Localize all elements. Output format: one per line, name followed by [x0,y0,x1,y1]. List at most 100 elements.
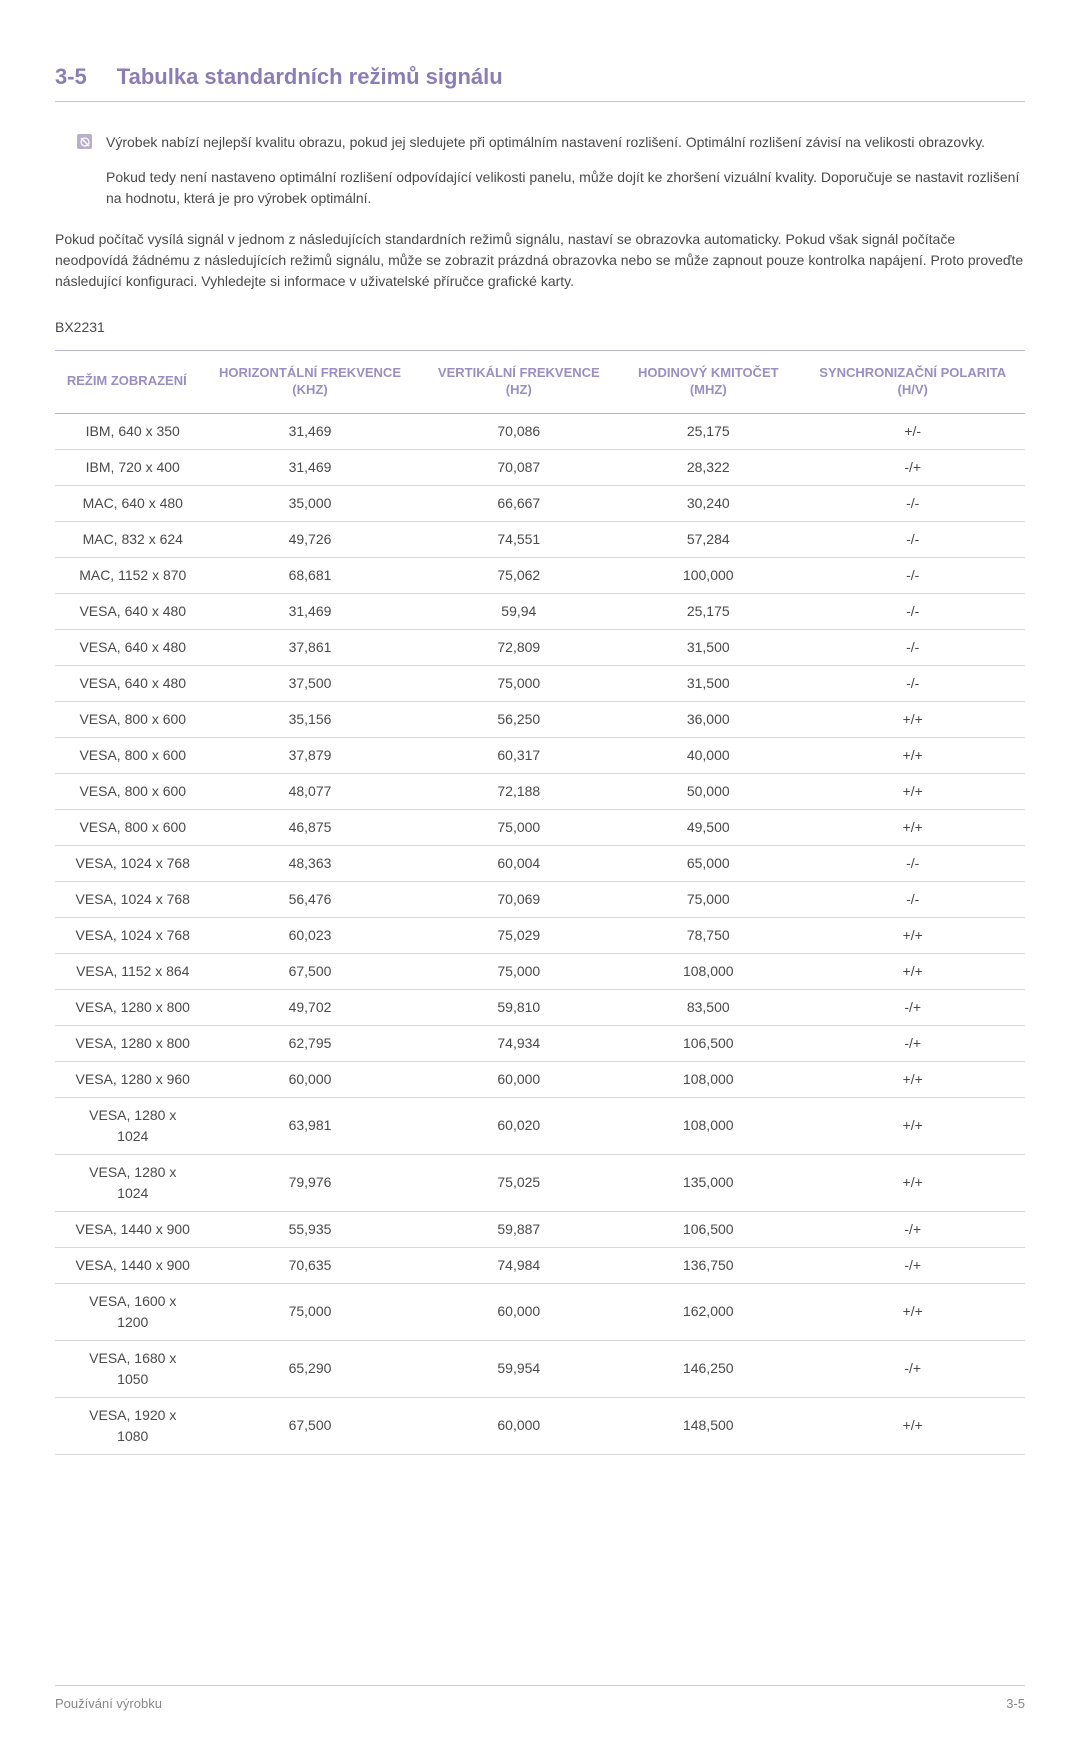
table-cell: 75,000 [421,809,616,845]
table-cell: VESA, 640 x 480 [55,665,199,701]
table-cell: 60,020 [421,1097,616,1154]
table-cell: 67,500 [199,953,422,989]
table-cell: 49,702 [199,989,422,1025]
table-cell: 78,750 [616,917,800,953]
table-cell: 50,000 [616,773,800,809]
table-cell: 75,029 [421,917,616,953]
table-cell: -/- [800,881,1025,917]
table-cell: 56,250 [421,701,616,737]
table-cell: 31,500 [616,665,800,701]
col-header-vfreq: VERTIKÁLNÍ FREKVENCE (HZ) [421,351,616,414]
table-cell: +/+ [800,917,1025,953]
table-row: VESA, 1920 x 108067,50060,000148,500+/+ [55,1397,1025,1454]
table-row: IBM, 640 x 35031,46970,08625,175+/- [55,413,1025,449]
table-cell: 75,062 [421,557,616,593]
table-cell: 56,476 [199,881,422,917]
table-cell: -/- [800,665,1025,701]
table-cell: VESA, 1280 x 800 [55,1025,199,1061]
table-cell: 83,500 [616,989,800,1025]
table-cell: 65,000 [616,845,800,881]
model-label: BX2231 [55,317,1025,338]
table-row: VESA, 1280 x 96060,00060,000108,000+/+ [55,1061,1025,1097]
table-cell: 136,750 [616,1247,800,1283]
table-cell: 40,000 [616,737,800,773]
table-cell: 60,000 [421,1397,616,1454]
table-cell: 70,069 [421,881,616,917]
table-cell: 70,087 [421,449,616,485]
table-cell: VESA, 1680 x 1050 [55,1340,199,1397]
table-cell: 31,469 [199,449,422,485]
page-footer: Používání výrobku 3-5 [55,1685,1025,1714]
table-cell: 60,000 [199,1061,422,1097]
table-cell: 25,175 [616,413,800,449]
table-cell: 55,935 [199,1211,422,1247]
table-header-row: REŽIM ZOBRAZENÍ HORIZONTÁLNÍ FREKVENCE (… [55,351,1025,414]
table-cell: 62,795 [199,1025,422,1061]
section-title: Tabulka standardních režimů signálu [117,60,503,93]
table-cell: 28,322 [616,449,800,485]
signal-modes-table: REŽIM ZOBRAZENÍ HORIZONTÁLNÍ FREKVENCE (… [55,350,1025,1455]
table-cell: VESA, 1280 x 1024 [55,1154,199,1211]
table-cell: 60,000 [421,1061,616,1097]
footer-right: 3-5 [1006,1694,1025,1714]
table-cell: 48,363 [199,845,422,881]
table-cell: +/+ [800,773,1025,809]
table-cell: 79,976 [199,1154,422,1211]
table-cell: VESA, 1024 x 768 [55,917,199,953]
note-text-1: Výrobek nabízí nejlepší kvalitu obrazu, … [106,132,1025,153]
col-header-mode: REŽIM ZOBRAZENÍ [55,351,199,414]
table-cell: 74,551 [421,521,616,557]
table-cell: VESA, 1600 x 1200 [55,1283,199,1340]
table-row: VESA, 1280 x 102463,98160,020108,000+/+ [55,1097,1025,1154]
table-cell: -/- [800,593,1025,629]
table-cell: VESA, 1920 x 1080 [55,1397,199,1454]
table-cell: +/+ [800,809,1025,845]
table-cell: 59,954 [421,1340,616,1397]
table-cell: 35,000 [199,485,422,521]
table-cell: 30,240 [616,485,800,521]
table-cell: +/+ [800,1397,1025,1454]
table-cell: 72,188 [421,773,616,809]
table-cell: VESA, 1024 x 768 [55,845,199,881]
table-cell: 59,94 [421,593,616,629]
table-cell: 48,077 [199,773,422,809]
table-row: VESA, 1024 x 76860,02375,02978,750+/+ [55,917,1025,953]
table-cell: MAC, 640 x 480 [55,485,199,521]
table-cell: 49,726 [199,521,422,557]
table-cell: 60,000 [421,1283,616,1340]
table-row: VESA, 1280 x 80062,79574,934106,500-/+ [55,1025,1025,1061]
table-cell: -/- [800,557,1025,593]
table-cell: +/- [800,413,1025,449]
table-cell: VESA, 800 x 600 [55,701,199,737]
table-cell: 67,500 [199,1397,422,1454]
col-header-hfreq: HORIZONTÁLNÍ FREKVENCE (KHZ) [199,351,422,414]
table-cell: 35,156 [199,701,422,737]
table-cell: VESA, 1440 x 900 [55,1211,199,1247]
table-cell: 49,500 [616,809,800,845]
table-cell: -/+ [800,1211,1025,1247]
table-cell: 74,934 [421,1025,616,1061]
table-row: VESA, 1440 x 90070,63574,984136,750-/+ [55,1247,1025,1283]
table-cell: 60,023 [199,917,422,953]
table-cell: VESA, 800 x 600 [55,809,199,845]
table-cell: VESA, 1024 x 768 [55,881,199,917]
table-cell: VESA, 640 x 480 [55,593,199,629]
table-row: VESA, 1680 x 105065,29059,954146,250-/+ [55,1340,1025,1397]
table-row: VESA, 800 x 60046,87575,00049,500+/+ [55,809,1025,845]
table-cell: VESA, 1280 x 960 [55,1061,199,1097]
table-cell: 25,175 [616,593,800,629]
table-row: VESA, 800 x 60048,07772,18850,000+/+ [55,773,1025,809]
table-cell: 135,000 [616,1154,800,1211]
table-cell: -/+ [800,1247,1025,1283]
table-cell: 59,810 [421,989,616,1025]
table-cell: 72,809 [421,629,616,665]
table-cell: 60,317 [421,737,616,773]
table-cell: 106,500 [616,1211,800,1247]
table-cell: +/+ [800,1154,1025,1211]
table-cell: 148,500 [616,1397,800,1454]
section-number: 3-5 [55,60,87,93]
note-row: Výrobek nabízí nejlepší kvalitu obrazu, … [77,132,1025,153]
table-cell: 37,500 [199,665,422,701]
table-cell: 75,000 [199,1283,422,1340]
table-row: VESA, 1440 x 90055,93559,887106,500-/+ [55,1211,1025,1247]
